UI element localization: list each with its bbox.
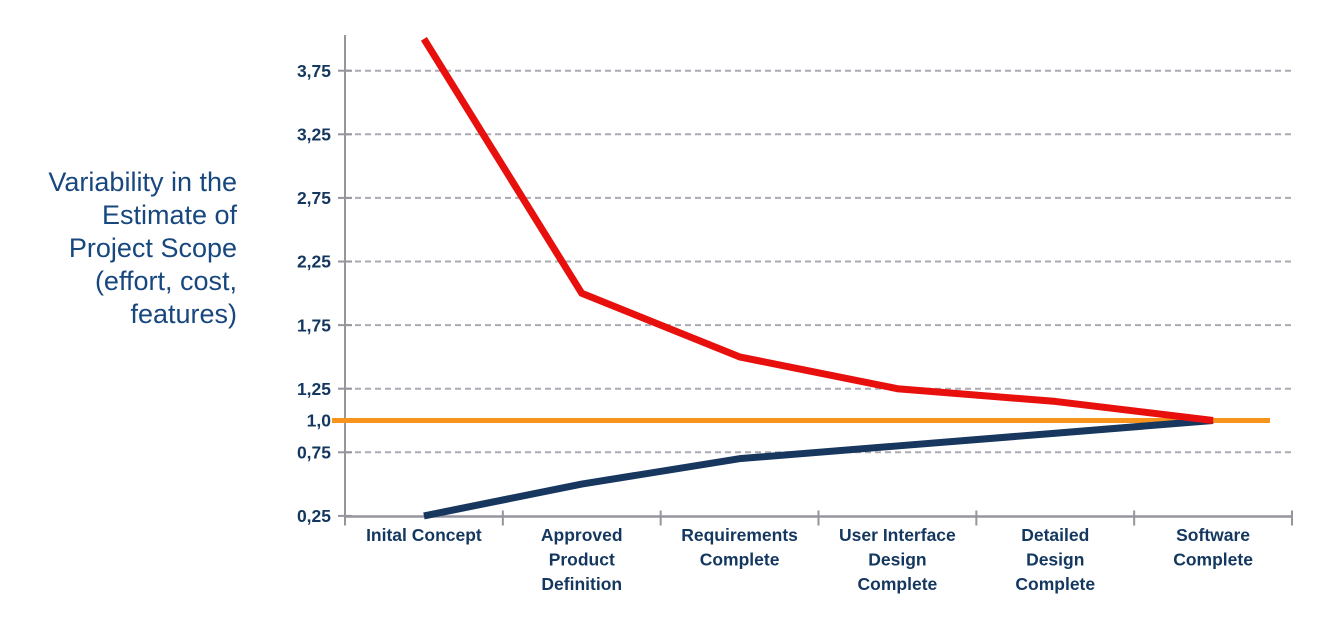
x-category-label: Product xyxy=(549,550,615,570)
x-category-label: Requirements xyxy=(681,525,798,545)
upper-estimate-line xyxy=(420,37,1214,424)
y-tick-label: 1,25 xyxy=(297,379,331,399)
x-category-label: Design xyxy=(1026,550,1084,570)
x-category-label: Design xyxy=(868,550,926,570)
lower-estimate-line xyxy=(423,417,1214,520)
x-category-label: Detailed xyxy=(1021,525,1089,545)
x-category-label: Software xyxy=(1176,525,1250,545)
x-category-label: Complete xyxy=(700,550,780,570)
y-tick-label: 3,75 xyxy=(297,61,331,81)
x-category-label: User Interface xyxy=(839,525,956,545)
y-axis-title: Variability in the Estimate of Project S… xyxy=(48,167,237,329)
y-tick-label: 3,25 xyxy=(297,125,331,145)
y-tick-label: 2,25 xyxy=(297,252,331,272)
x-category-label: Complete xyxy=(858,574,938,594)
y-tick-label: 2,75 xyxy=(297,188,331,208)
y-tick-label: 0,75 xyxy=(297,443,331,463)
y-tick-label: 1,75 xyxy=(297,315,331,335)
x-category-label: Definition xyxy=(541,574,622,594)
y-tick-label: 1,0 xyxy=(307,411,332,431)
x-category-label: Approved xyxy=(541,525,623,545)
x-category-label: Complete xyxy=(1173,550,1253,570)
x-category-label: Inital Concept xyxy=(366,525,482,545)
x-category-label: Complete xyxy=(1015,574,1095,594)
y-tick-label: 0,25 xyxy=(297,506,331,526)
